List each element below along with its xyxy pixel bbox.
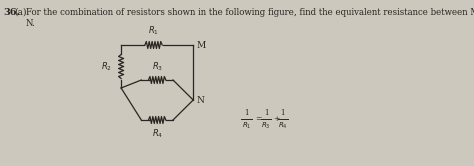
Text: =: = bbox=[255, 115, 262, 123]
Text: M: M bbox=[196, 41, 205, 49]
Text: 1: 1 bbox=[264, 109, 268, 117]
Text: N: N bbox=[196, 95, 204, 105]
Text: $R_3$: $R_3$ bbox=[152, 60, 163, 73]
Text: N.: N. bbox=[26, 19, 36, 28]
Text: 1: 1 bbox=[280, 109, 285, 117]
Text: 36.: 36. bbox=[3, 8, 20, 17]
Text: $R_1$: $R_1$ bbox=[148, 25, 159, 37]
Text: 1: 1 bbox=[244, 109, 249, 117]
Text: $R_3$: $R_3$ bbox=[261, 121, 271, 131]
Text: $R_4$: $R_4$ bbox=[152, 127, 163, 139]
Text: +: + bbox=[273, 115, 280, 123]
Text: (a): (a) bbox=[14, 8, 27, 17]
Text: $R_2$: $R_2$ bbox=[101, 60, 112, 73]
Text: $R_4$: $R_4$ bbox=[278, 121, 287, 131]
Text: $R_1$: $R_1$ bbox=[242, 121, 251, 131]
Text: For the combination of resistors shown in the following figure, find the equival: For the combination of resistors shown i… bbox=[26, 8, 474, 17]
